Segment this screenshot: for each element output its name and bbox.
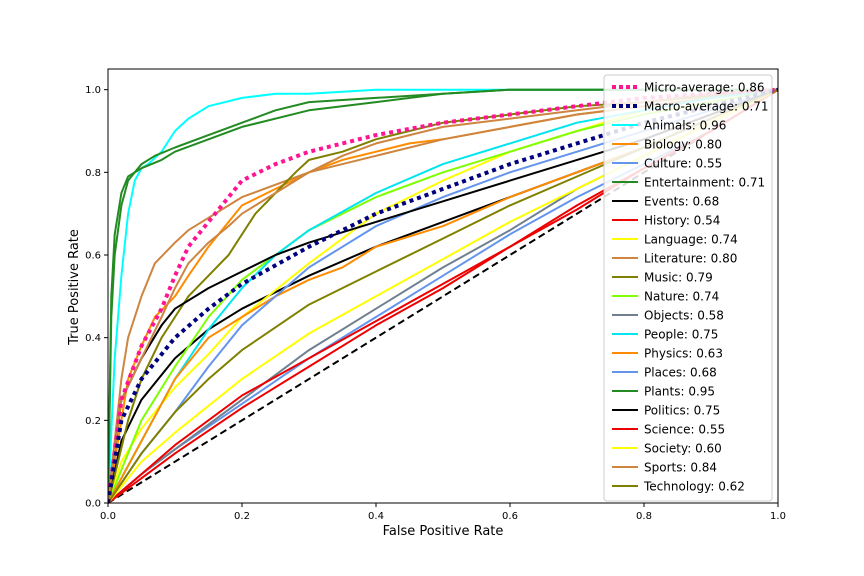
y-axis-title: True Positive Rate <box>67 229 82 346</box>
legend-label-places: Places: 0.68 <box>644 366 717 380</box>
legend-label-micro-average: Micro-average: 0.86 <box>644 81 765 95</box>
legend-label-plants: Plants: 0.95 <box>644 385 715 399</box>
y-tick-label: 0.6 <box>85 251 101 262</box>
legend-label-music: Music: 0.79 <box>644 271 713 285</box>
legend-label-history: History: 0.54 <box>644 214 720 228</box>
legend-label-technology: Technology: 0.62 <box>643 480 745 494</box>
x-tick-label: 0.0 <box>100 511 116 522</box>
series-line-music <box>108 88 778 503</box>
x-tick-label: 0.4 <box>368 511 384 522</box>
x-tick-label: 0.6 <box>502 511 518 522</box>
legend-label-physics: Physics: 0.63 <box>644 347 723 361</box>
y-tick-label: 0.2 <box>85 416 101 427</box>
legend-label-science: Science: 0.55 <box>644 423 725 437</box>
legend-label-animals: Animals: 0.96 <box>644 119 726 133</box>
legend-label-language: Language: 0.74 <box>644 233 738 247</box>
legend-label-sports: Sports: 0.84 <box>644 461 717 475</box>
x-tick-label: 0.8 <box>636 511 652 522</box>
legend-label-biology: Biology: 0.80 <box>644 138 722 152</box>
legend: Micro-average: 0.86 Macro-average: 0.71 An… <box>603 74 773 502</box>
series-line-micro-average <box>108 87 778 503</box>
y-tick-label: 0.0 <box>85 499 101 510</box>
series-line-plants <box>108 88 778 503</box>
y-tick-label: 1.0 <box>85 85 101 96</box>
y-tick-label: 0.8 <box>85 168 101 179</box>
x-tick-label: 0.2 <box>234 511 250 522</box>
legend-label-literature: Literature: 0.80 <box>644 252 737 266</box>
y-tick-label: 0.4 <box>85 333 101 344</box>
legend-label-events: Events: 0.68 <box>644 195 719 209</box>
legend-label-politics: Politics: 0.75 <box>644 404 720 418</box>
legend-label-nature: Nature: 0.74 <box>644 290 719 304</box>
axes: 0.0 0.2 0.4 0.6 0.8 1.0 0.0 0.2 0.4 0.6 0.8 1.0 <box>85 68 786 522</box>
legend-label-people: People: 0.75 <box>644 328 718 342</box>
legend-label-entertainment: Entertainment: 0.71 <box>644 176 765 190</box>
legend-label-society: Society: 0.60 <box>644 442 722 456</box>
legend-label-culture: Culture: 0.55 <box>644 157 722 171</box>
legend-label-macro-average: Macro-average: 0.71 <box>644 100 769 114</box>
x-tick-label: 1.0 <box>770 511 786 522</box>
legend-label-objects: Objects: 0.58 <box>644 309 724 323</box>
plot-frame <box>107 68 779 504</box>
series-line-sports <box>108 88 778 503</box>
legend-box <box>603 74 773 502</box>
x-axis-title: False Positive Rate <box>383 524 504 539</box>
series-line-literature <box>108 88 778 503</box>
